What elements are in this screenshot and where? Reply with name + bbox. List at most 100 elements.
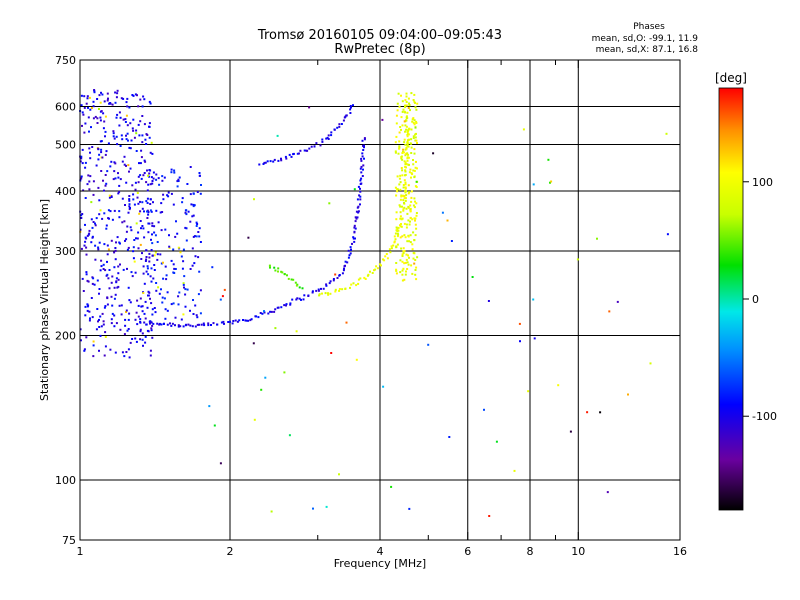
spread-point [87, 116, 90, 119]
trace-point [338, 288, 341, 290]
spread-point [410, 128, 413, 131]
trace-point [399, 215, 402, 218]
spread-point [124, 204, 126, 206]
sparse-point [549, 181, 551, 184]
spread-point [94, 115, 97, 118]
spread-point [396, 190, 399, 193]
trace-point [359, 198, 362, 201]
spread-point [146, 210, 148, 213]
trace-point [357, 205, 360, 208]
spread-point [185, 227, 188, 230]
sparse-point [547, 158, 550, 161]
spread-point [139, 297, 142, 300]
spread-point [194, 304, 197, 307]
spread-point [137, 231, 140, 234]
spread-point [177, 178, 180, 181]
spread-point [414, 269, 417, 271]
trace-point [400, 223, 402, 225]
spread-point [414, 126, 417, 129]
spread-point [80, 94, 83, 97]
trace-point [330, 134, 333, 137]
spread-point [131, 184, 134, 187]
spread-point [98, 326, 101, 328]
trace-point [207, 322, 210, 325]
trace-point [270, 310, 273, 313]
spread-point [89, 175, 92, 178]
spread-point [115, 116, 118, 119]
spread-point [120, 304, 123, 307]
spread-point [100, 110, 103, 113]
spread-point [407, 145, 410, 148]
spread-point [413, 93, 416, 96]
spread-point [399, 236, 402, 239]
sparse-point [223, 288, 226, 291]
spread-point [130, 229, 133, 232]
sparse-point [446, 219, 449, 222]
trace-point [371, 272, 374, 274]
spread-point [111, 304, 114, 307]
spread-point [147, 294, 149, 297]
spread-point [149, 297, 151, 300]
spread-point [126, 132, 129, 135]
data-points [79, 89, 669, 517]
spread-point [408, 102, 410, 105]
y-axis-label: Stationary phase Virtual Height [km] [38, 199, 51, 401]
spread-point [141, 310, 144, 313]
trace-point [283, 304, 286, 307]
spread-point [125, 238, 128, 241]
spread-point [189, 220, 192, 223]
spread-point [397, 152, 400, 155]
spread-point [133, 239, 136, 241]
spread-point [174, 235, 177, 238]
spread-point [185, 239, 188, 242]
spread-point [156, 241, 159, 243]
spread-point [147, 231, 150, 234]
spread-point [101, 217, 104, 220]
spread-point [129, 167, 132, 170]
trace-point [354, 237, 356, 240]
trace-point [405, 115, 408, 118]
spread-point [98, 349, 100, 352]
spread-point [117, 172, 119, 175]
spread-point [151, 152, 154, 155]
trace-point [404, 124, 407, 127]
spread-point [98, 288, 101, 290]
spread-point [135, 150, 138, 152]
spread-point [191, 247, 194, 250]
spread-point [133, 260, 136, 263]
spread-point [398, 105, 401, 108]
trace-point [267, 312, 270, 315]
spread-point [105, 150, 108, 153]
spread-point [161, 301, 164, 304]
spread-point [113, 251, 116, 254]
sparse-point [345, 321, 348, 324]
trace-point [378, 263, 381, 266]
spread-point [147, 273, 150, 276]
spread-point [165, 274, 168, 277]
spread-point [140, 227, 142, 230]
spread-point [92, 344, 95, 347]
spread-point [394, 141, 397, 144]
spread-point [182, 282, 185, 285]
trace-point [361, 155, 364, 158]
spread-point [136, 94, 138, 97]
spread-point [177, 180, 180, 182]
trace-point [359, 195, 362, 198]
spread-point [136, 237, 139, 240]
spread-point [102, 323, 105, 326]
x-tick-label: 1 [77, 545, 84, 558]
spread-point [146, 197, 149, 200]
spread-point [395, 268, 398, 271]
spread-point [403, 278, 406, 281]
spread-point [113, 170, 116, 173]
spread-point [142, 95, 145, 98]
spread-point [198, 174, 201, 177]
spread-point [406, 268, 409, 270]
trace-point [386, 257, 389, 260]
trace-point [348, 254, 351, 257]
sparse-point [390, 485, 393, 488]
trace-point [317, 288, 320, 291]
spread-point [184, 211, 187, 214]
spread-point [148, 100, 151, 103]
